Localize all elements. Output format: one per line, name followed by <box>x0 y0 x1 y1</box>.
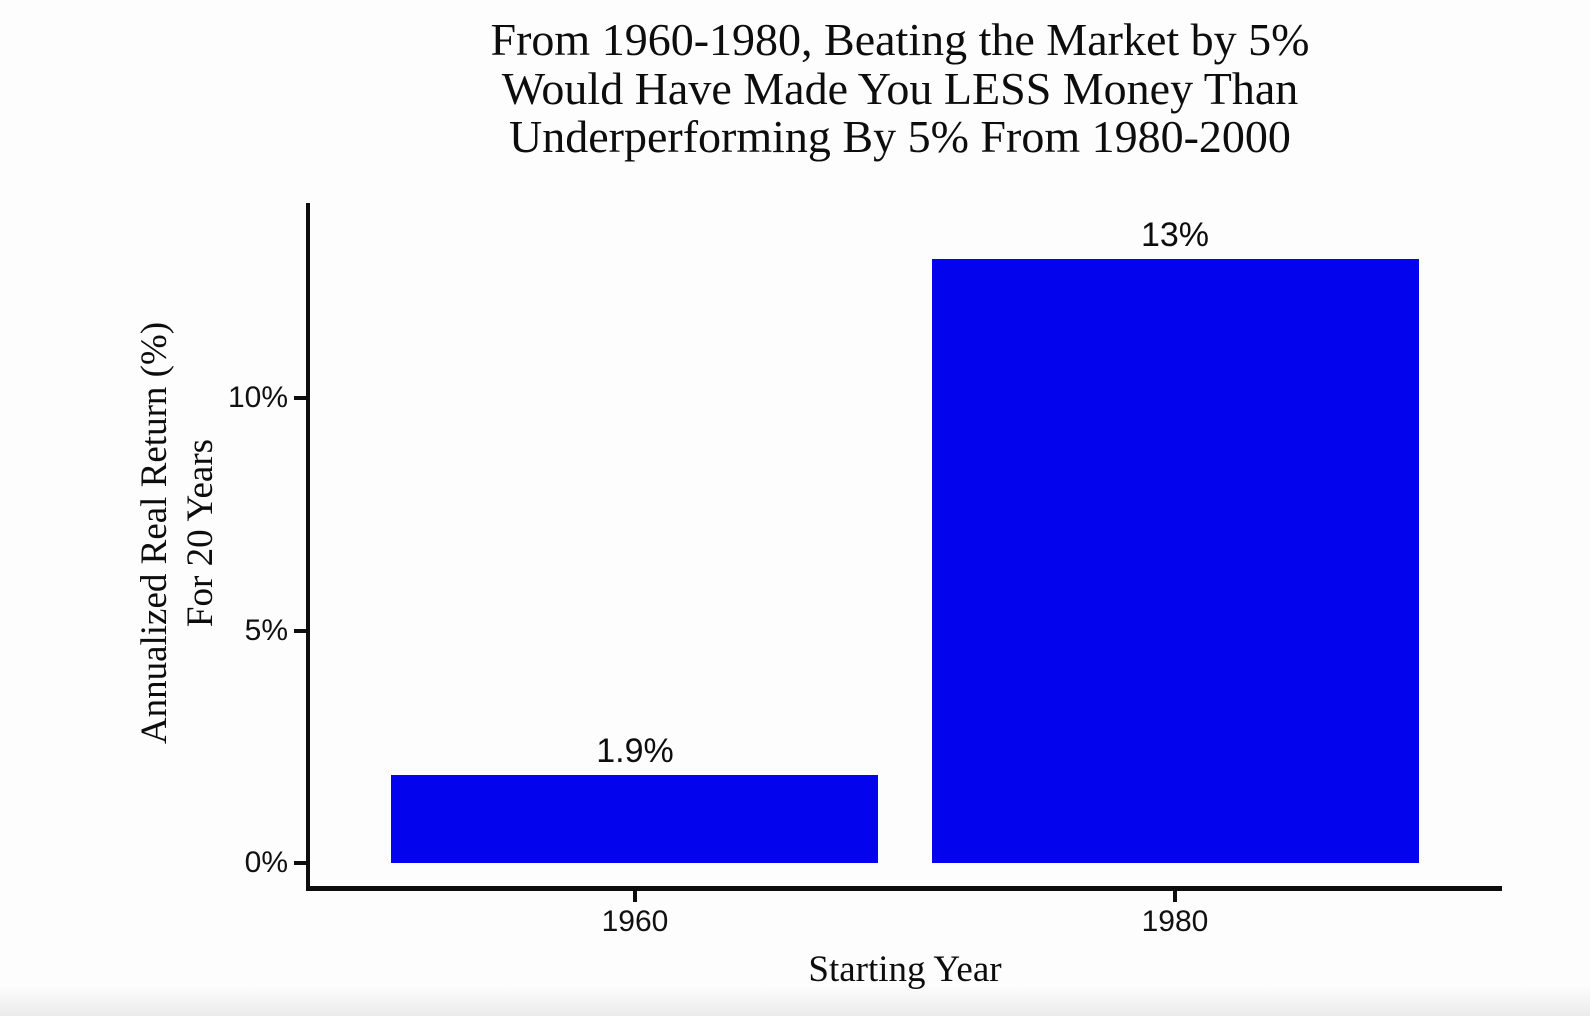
chart-title-line-3: Underperforming By 5% From 1980-2000 <box>509 111 1291 162</box>
x-axis-tick <box>633 889 637 902</box>
x-axis-tick <box>1173 889 1177 902</box>
x-tick-label: 1960 <box>601 905 669 938</box>
x-axis-line <box>306 886 1502 891</box>
y-tick-label: 5% <box>244 614 288 647</box>
bar-1960 <box>391 775 878 863</box>
bar-value-label: 1.9% <box>596 732 674 770</box>
bar-value-label: 13% <box>1140 216 1210 254</box>
y-axis-tick <box>294 861 307 865</box>
bar-1980 <box>932 259 1419 863</box>
y-axis-tick <box>294 629 307 633</box>
y-tick-label: 0% <box>244 846 288 879</box>
chart-title-line-2: Would Have Made You LESS Money Than <box>501 62 1299 114</box>
x-tick-label: 1980 <box>1141 905 1209 938</box>
y-tick-label: 10% <box>227 381 288 414</box>
chart-title-line-1: From 1960-1980, Beating the Market by 5% <box>490 14 1310 65</box>
chart-title: From 1960-1980, Beating the Market by 5%… <box>255 14 1545 162</box>
y-axis-tick <box>294 396 307 400</box>
y-axis-line <box>306 203 310 891</box>
x-axis-title: Starting Year <box>808 949 1002 990</box>
plot-area <box>310 203 1500 863</box>
